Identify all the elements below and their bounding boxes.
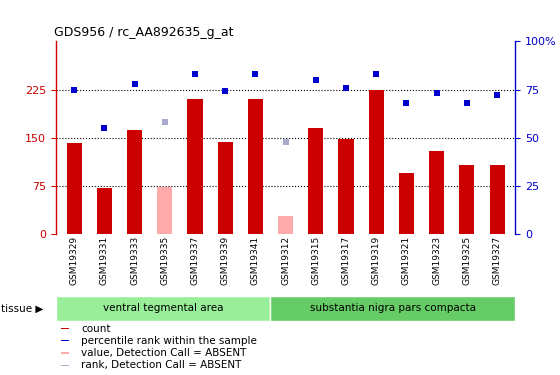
Bar bbox=[338, 139, 353, 234]
Bar bbox=[459, 165, 474, 234]
Text: GSM19325: GSM19325 bbox=[463, 236, 472, 285]
Text: GDS956 / rc_AA892635_g_at: GDS956 / rc_AA892635_g_at bbox=[54, 26, 233, 39]
Text: GSM19312: GSM19312 bbox=[281, 236, 290, 285]
Text: GSM19329: GSM19329 bbox=[69, 236, 78, 285]
Text: tissue ▶: tissue ▶ bbox=[1, 303, 44, 313]
Bar bbox=[368, 90, 384, 234]
Text: GSM19321: GSM19321 bbox=[402, 236, 411, 285]
Text: rank, Detection Call = ABSENT: rank, Detection Call = ABSENT bbox=[81, 360, 241, 370]
Bar bbox=[308, 128, 323, 234]
Bar bbox=[60, 364, 69, 366]
Bar bbox=[67, 143, 82, 234]
Bar bbox=[56, 296, 270, 321]
Text: GSM19341: GSM19341 bbox=[251, 236, 260, 285]
Text: GSM19335: GSM19335 bbox=[160, 236, 169, 285]
Text: GSM19315: GSM19315 bbox=[311, 236, 320, 285]
Bar bbox=[248, 99, 263, 234]
Text: GSM19317: GSM19317 bbox=[342, 236, 351, 285]
Bar bbox=[429, 151, 444, 234]
Text: GSM19337: GSM19337 bbox=[190, 236, 199, 285]
Text: percentile rank within the sample: percentile rank within the sample bbox=[81, 336, 257, 346]
Text: ventral tegmental area: ventral tegmental area bbox=[103, 303, 223, 313]
Bar bbox=[127, 130, 142, 234]
Bar bbox=[399, 173, 414, 234]
Bar bbox=[157, 188, 172, 234]
Bar bbox=[218, 142, 233, 234]
Text: value, Detection Call = ABSENT: value, Detection Call = ABSENT bbox=[81, 348, 246, 358]
Text: GSM19319: GSM19319 bbox=[372, 236, 381, 285]
Bar bbox=[60, 352, 69, 354]
Text: substantia nigra pars compacta: substantia nigra pars compacta bbox=[310, 303, 476, 313]
Text: count: count bbox=[81, 324, 111, 334]
Text: GSM19327: GSM19327 bbox=[493, 236, 502, 285]
Bar bbox=[97, 188, 112, 234]
Text: GSM19323: GSM19323 bbox=[432, 236, 441, 285]
Bar bbox=[188, 99, 203, 234]
Text: GSM19333: GSM19333 bbox=[130, 236, 139, 285]
Bar bbox=[60, 340, 69, 341]
Bar bbox=[60, 328, 69, 329]
Text: GSM19339: GSM19339 bbox=[221, 236, 230, 285]
Bar bbox=[489, 165, 505, 234]
Text: GSM19331: GSM19331 bbox=[100, 236, 109, 285]
Bar bbox=[270, 296, 515, 321]
Bar bbox=[278, 216, 293, 234]
